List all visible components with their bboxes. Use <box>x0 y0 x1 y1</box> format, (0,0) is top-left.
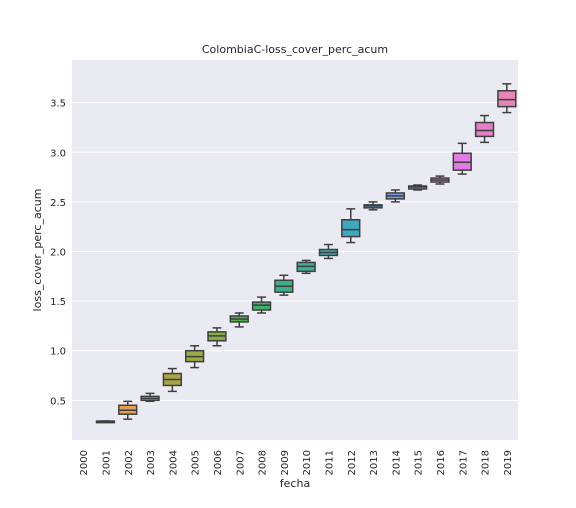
x-tick-label: 2003 <box>146 450 157 475</box>
y-axis-ticks: 0.5 1.0 1.5 2.0 2.5 3.0 3.5 <box>50 99 66 408</box>
box-2001 <box>95 420 116 424</box>
x-tick-label: 2017 <box>458 450 469 475</box>
box-2019 <box>497 83 517 114</box>
box-series <box>95 83 517 424</box>
box-2003 <box>140 392 160 403</box>
box-2008 <box>251 296 272 314</box>
box-2012 <box>341 208 361 244</box>
box-2018 <box>474 114 495 144</box>
grid-lines <box>72 102 518 401</box>
x-tick-label: 2010 <box>302 450 313 475</box>
x-tick-label: 2018 <box>481 450 492 475</box>
box-2015 <box>407 184 428 191</box>
x-axis-label: fecha <box>280 477 310 490</box>
x-tick-label: 2011 <box>324 450 335 475</box>
x-tick-label: 2014 <box>391 450 402 475</box>
x-tick-label: 2007 <box>235 450 246 475</box>
x-tick-label: 2013 <box>369 450 380 475</box>
y-tick-label: 3.0 <box>50 148 66 159</box>
x-tick-label: 2016 <box>436 450 447 475</box>
x-tick-label: 2004 <box>168 450 179 475</box>
y-tick-label: 1.5 <box>50 297 66 308</box>
y-axis-label: loss_cover_perc_acum <box>31 189 44 312</box>
box-2004 <box>162 367 183 393</box>
x-tick-label: 2000 <box>79 450 90 475</box>
box-2005 <box>184 344 205 369</box>
x-tick-label: 2009 <box>280 450 291 475</box>
x-axis-ticks: 2000 2001 2002 2003 2004 2005 2006 2007 2008 2009… <box>79 450 514 475</box>
y-tick-label: 3.5 <box>50 99 66 110</box>
y-tick-label: 2.0 <box>50 247 66 258</box>
x-tick-label: 2019 <box>503 450 514 475</box>
x-tick-label: 2005 <box>191 450 202 475</box>
x-tick-label: 2015 <box>414 450 425 475</box>
box-2002 <box>118 400 138 420</box>
x-tick-label: 2012 <box>347 450 358 475</box>
box-2006 <box>207 327 227 347</box>
x-tick-label: 2002 <box>124 450 135 475</box>
x-tick-label: 2008 <box>258 450 269 475</box>
box-2009 <box>274 274 294 296</box>
box-iqr <box>341 218 361 238</box>
x-tick-label: 2001 <box>101 450 112 475</box>
box-2013 <box>363 201 383 211</box>
box-2017 <box>452 142 472 175</box>
box-2011 <box>318 243 339 260</box>
box-2010 <box>296 259 316 275</box>
box-2014 <box>385 189 406 203</box>
box-2007 <box>229 312 249 328</box>
plot-background <box>72 60 518 440</box>
y-tick-label: 1.0 <box>50 347 66 358</box>
y-tick-label: 0.5 <box>50 396 66 407</box>
box-iqr <box>251 301 272 311</box>
y-tick-label: 2.5 <box>50 198 66 209</box>
box-iqr <box>474 121 495 138</box>
box-iqr <box>497 90 517 108</box>
chart-title: ColombiaC-loss_cover_perc_acum <box>202 43 388 56</box>
x-tick-label: 2006 <box>213 450 224 475</box>
box-2016 <box>430 175 450 185</box>
